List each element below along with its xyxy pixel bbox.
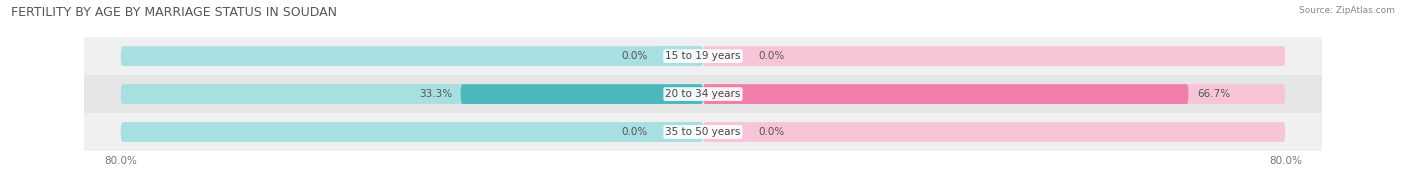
Text: 0.0%: 0.0%: [621, 127, 648, 137]
Text: 15 to 19 years: 15 to 19 years: [665, 51, 741, 61]
FancyBboxPatch shape: [703, 122, 749, 142]
Bar: [84, 113, 1322, 151]
Text: 66.7%: 66.7%: [1197, 89, 1230, 99]
FancyBboxPatch shape: [703, 84, 1188, 104]
Bar: [84, 37, 1322, 75]
FancyBboxPatch shape: [703, 122, 1285, 142]
Text: 20 to 34 years: 20 to 34 years: [665, 89, 741, 99]
FancyBboxPatch shape: [703, 84, 1285, 104]
Text: 0.0%: 0.0%: [758, 127, 785, 137]
Text: 0.0%: 0.0%: [758, 51, 785, 61]
FancyBboxPatch shape: [703, 46, 749, 66]
Bar: [84, 75, 1322, 113]
FancyBboxPatch shape: [121, 84, 703, 104]
Text: 35 to 50 years: 35 to 50 years: [665, 127, 741, 137]
FancyBboxPatch shape: [121, 122, 703, 142]
FancyBboxPatch shape: [657, 46, 703, 66]
Text: FERTILITY BY AGE BY MARRIAGE STATUS IN SOUDAN: FERTILITY BY AGE BY MARRIAGE STATUS IN S…: [11, 6, 337, 19]
Text: 33.3%: 33.3%: [419, 89, 451, 99]
Text: Source: ZipAtlas.com: Source: ZipAtlas.com: [1299, 6, 1395, 15]
FancyBboxPatch shape: [461, 84, 703, 104]
FancyBboxPatch shape: [121, 46, 703, 66]
Text: 0.0%: 0.0%: [621, 51, 648, 61]
FancyBboxPatch shape: [703, 46, 1285, 66]
FancyBboxPatch shape: [657, 122, 703, 142]
